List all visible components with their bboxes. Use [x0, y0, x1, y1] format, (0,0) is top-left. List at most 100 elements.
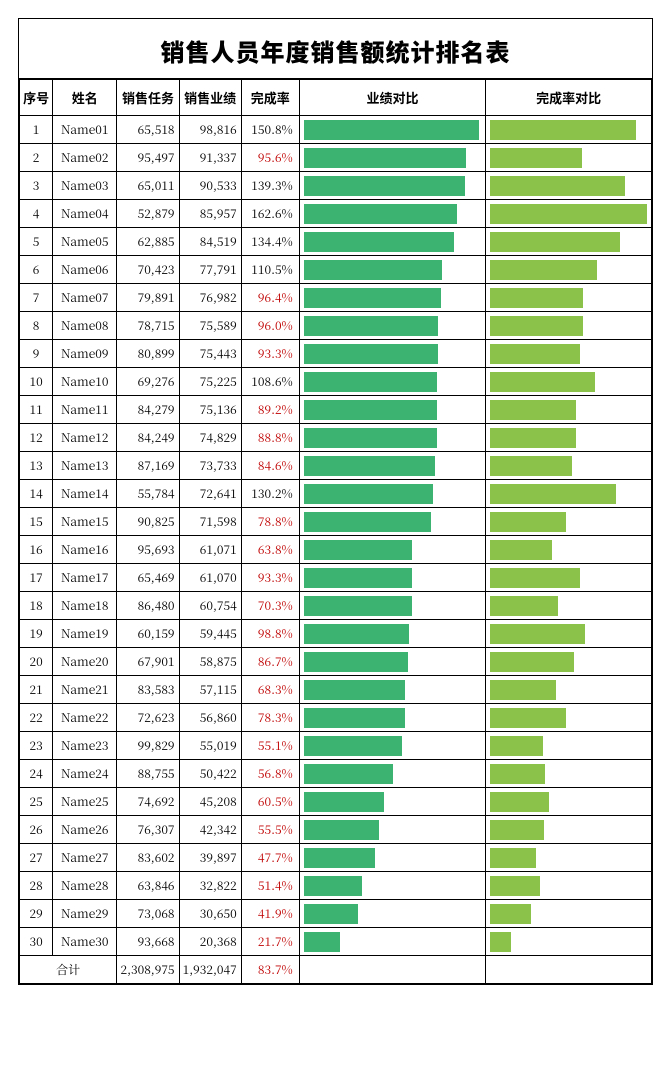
table-row: 25Name2574,69245,20860.5%	[20, 788, 652, 816]
cell-perf-bar	[299, 312, 485, 340]
table-row: 24Name2488,75550,42256.8%	[20, 760, 652, 788]
cell-rate: 130.2%	[241, 480, 299, 508]
cell-rate: 78.3%	[241, 704, 299, 732]
cell-rate-bar	[486, 256, 652, 284]
perf-bar	[304, 148, 466, 168]
cell-task: 67,901	[117, 648, 179, 676]
cell-task: 88,755	[117, 760, 179, 788]
cell-task: 90,825	[117, 508, 179, 536]
cell-rate-bar	[486, 340, 652, 368]
cell-rate: 108.6%	[241, 368, 299, 396]
cell-perf-bar	[299, 368, 485, 396]
table-row: 17Name1765,46961,07093.3%	[20, 564, 652, 592]
cell-rate: 150.8%	[241, 116, 299, 144]
cell-perf-bar	[299, 676, 485, 704]
cell-name: Name30	[53, 928, 117, 956]
table-row: 5Name0562,88584,519134.4%	[20, 228, 652, 256]
cell-perf: 56,860	[179, 704, 241, 732]
rate-bar	[490, 344, 580, 364]
cell-seq: 11	[20, 396, 53, 424]
cell-seq: 18	[20, 592, 53, 620]
rate-bar	[490, 568, 580, 588]
cell-name: Name05	[53, 228, 117, 256]
cell-rate-bar	[486, 368, 652, 396]
cell-rate-bar	[486, 116, 652, 144]
table-row: 27Name2783,60239,89747.7%	[20, 844, 652, 872]
rate-bar	[490, 736, 543, 756]
perf-bar	[304, 428, 437, 448]
cell-task: 65,518	[117, 116, 179, 144]
cell-rate: 51.4%	[241, 872, 299, 900]
cell-task: 65,011	[117, 172, 179, 200]
cell-rate-bar	[486, 312, 652, 340]
cell-name: Name29	[53, 900, 117, 928]
cell-task: 87,169	[117, 452, 179, 480]
cell-seq: 3	[20, 172, 53, 200]
total-perf: 1,932,047	[179, 956, 241, 984]
perf-bar	[304, 680, 406, 700]
cell-rate: 162.6%	[241, 200, 299, 228]
cell-rate-bar	[486, 648, 652, 676]
rate-bar	[490, 904, 530, 924]
ranking-table: 序号 姓名 销售任务 销售业绩 完成率 业绩对比 完成率对比 1Name0165…	[19, 79, 652, 984]
perf-bar	[304, 120, 480, 140]
cell-name: Name19	[53, 620, 117, 648]
cell-rate: 96.0%	[241, 312, 299, 340]
table-row: 26Name2676,30742,34255.5%	[20, 816, 652, 844]
table-row: 28Name2863,84632,82251.4%	[20, 872, 652, 900]
rate-bar	[490, 652, 574, 672]
cell-name: Name16	[53, 536, 117, 564]
perf-bar	[304, 848, 375, 868]
cell-perf: 50,422	[179, 760, 241, 788]
cell-perf: 74,829	[179, 424, 241, 452]
rate-bar	[490, 288, 583, 308]
cell-perf: 20,368	[179, 928, 241, 956]
table-row: 20Name2067,90158,87586.7%	[20, 648, 652, 676]
cell-rate: 96.4%	[241, 284, 299, 312]
cell-task: 65,469	[117, 564, 179, 592]
cell-seq: 21	[20, 676, 53, 704]
rate-bar	[490, 764, 545, 784]
perf-bar	[304, 176, 465, 196]
cell-name: Name24	[53, 760, 117, 788]
cell-name: Name08	[53, 312, 117, 340]
cell-seq: 23	[20, 732, 53, 760]
cell-rate: 84.6%	[241, 452, 299, 480]
cell-seq: 19	[20, 620, 53, 648]
col-perf-bar: 业绩对比	[299, 80, 485, 116]
rate-bar	[490, 792, 548, 812]
table-row: 14Name1455,78472,641130.2%	[20, 480, 652, 508]
cell-task: 72,623	[117, 704, 179, 732]
cell-task: 84,249	[117, 424, 179, 452]
cell-seq: 1	[20, 116, 53, 144]
rate-bar	[490, 316, 583, 336]
perf-bar	[304, 904, 358, 924]
table-row: 12Name1284,24974,82988.8%	[20, 424, 652, 452]
rate-bar	[490, 484, 616, 504]
perf-bar	[304, 372, 438, 392]
table-row: 18Name1886,48060,75470.3%	[20, 592, 652, 620]
col-task: 销售任务	[117, 80, 179, 116]
cell-seq: 14	[20, 480, 53, 508]
cell-rate-bar	[486, 564, 652, 592]
perf-bar	[304, 456, 435, 476]
rate-bar	[490, 932, 511, 952]
cell-rate: 55.5%	[241, 816, 299, 844]
cell-name: Name25	[53, 788, 117, 816]
cell-task: 80,899	[117, 340, 179, 368]
cell-rate-bar	[486, 928, 652, 956]
cell-task: 95,693	[117, 536, 179, 564]
cell-rate: 134.4%	[241, 228, 299, 256]
table-row: 22Name2272,62356,86078.3%	[20, 704, 652, 732]
perf-bar	[304, 316, 438, 336]
cell-perf-bar	[299, 172, 485, 200]
table-row: 21Name2183,58357,11568.3%	[20, 676, 652, 704]
cell-rate-bar	[486, 452, 652, 480]
cell-rate-bar	[486, 228, 652, 256]
cell-seq: 26	[20, 816, 53, 844]
table-body: 1Name0165,51898,816150.8%2Name0295,49791…	[20, 116, 652, 984]
rate-bar	[490, 540, 552, 560]
cell-rate-bar	[486, 900, 652, 928]
cell-rate: 139.3%	[241, 172, 299, 200]
total-label: 合计	[20, 956, 117, 984]
